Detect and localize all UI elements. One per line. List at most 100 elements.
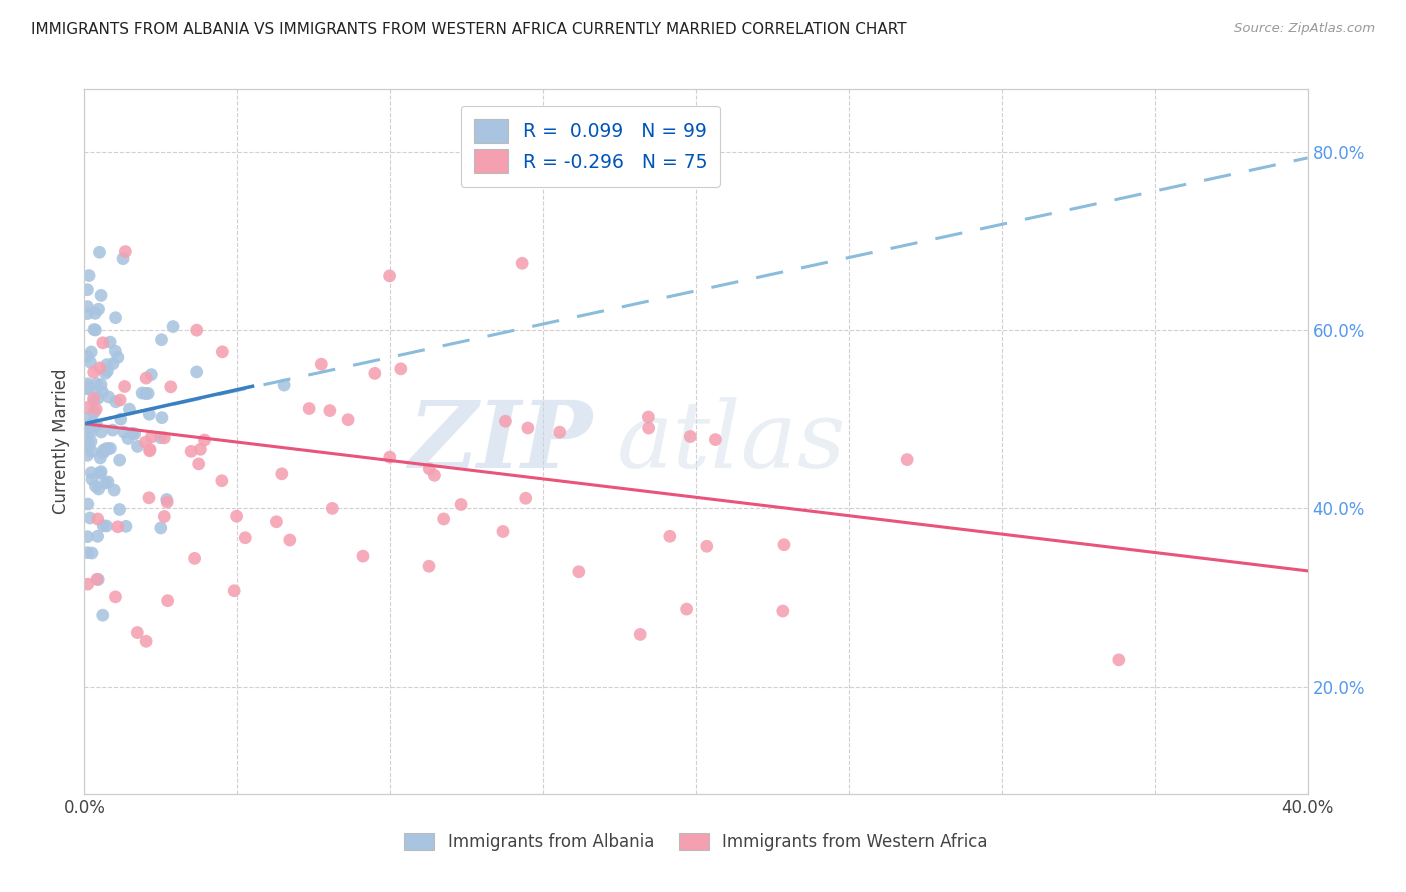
Point <box>80 345 103 359</box>
Point <box>270 467 292 481</box>
Point <box>77 421 100 435</box>
Point <box>135 371 157 385</box>
Point <box>77 379 100 393</box>
Point <box>180 444 202 458</box>
Point <box>510 256 533 270</box>
Point <box>89 360 111 375</box>
Point <box>679 429 702 443</box>
Point <box>80 425 103 439</box>
Point <box>225 509 247 524</box>
Point <box>224 583 246 598</box>
Point <box>352 549 374 563</box>
Point <box>117 432 139 446</box>
Point <box>150 333 173 347</box>
Point <box>186 323 208 337</box>
Point <box>516 421 538 435</box>
Point <box>378 450 401 464</box>
Point <box>93 443 115 458</box>
Point <box>149 521 172 535</box>
Point <box>110 412 132 426</box>
Point <box>79 511 101 525</box>
Point <box>80 434 103 449</box>
Point <box>114 379 136 393</box>
Point <box>76 425 98 439</box>
Point <box>628 627 651 641</box>
Point <box>97 475 120 489</box>
Point <box>418 559 440 574</box>
Point <box>76 382 98 396</box>
Point <box>104 310 127 325</box>
Point <box>637 409 659 424</box>
Point <box>108 392 131 407</box>
Point <box>337 412 360 426</box>
Point <box>515 491 537 506</box>
Point <box>127 625 149 640</box>
Point <box>139 442 162 457</box>
Point <box>101 423 124 437</box>
Point <box>76 376 98 391</box>
Point <box>108 453 131 467</box>
Point <box>568 565 591 579</box>
Point <box>98 335 121 350</box>
Point <box>696 539 718 553</box>
Point <box>80 444 103 458</box>
Point <box>156 593 179 607</box>
Point <box>233 531 256 545</box>
Point <box>704 433 727 447</box>
Point <box>108 502 131 516</box>
Point <box>91 335 114 350</box>
Point <box>76 401 98 415</box>
Point <box>86 529 108 543</box>
Point <box>127 439 149 453</box>
Point <box>118 402 141 417</box>
Point <box>76 530 98 544</box>
Point <box>138 407 160 421</box>
Point <box>183 551 205 566</box>
Point <box>121 426 143 441</box>
Point <box>389 361 412 376</box>
Point <box>96 358 118 372</box>
Text: Source: ZipAtlas.com: Source: ZipAtlas.com <box>1234 22 1375 36</box>
Point <box>97 390 120 404</box>
Point <box>193 433 215 447</box>
Point <box>278 533 301 547</box>
Point <box>80 472 103 486</box>
Point <box>84 402 107 417</box>
Point <box>77 268 100 283</box>
Point <box>84 418 107 433</box>
Point <box>423 468 446 483</box>
Point <box>86 417 108 432</box>
Point <box>135 634 157 648</box>
Point <box>136 386 159 401</box>
Text: ZIP: ZIP <box>408 397 592 486</box>
Point <box>104 590 127 604</box>
Point <box>84 384 107 399</box>
Point <box>112 252 135 266</box>
Point <box>637 421 659 435</box>
Point <box>83 392 105 406</box>
Point <box>76 448 98 462</box>
Point <box>211 474 233 488</box>
Point <box>101 357 124 371</box>
Point <box>96 519 118 533</box>
Point <box>103 483 125 497</box>
Point <box>83 322 105 336</box>
Point <box>83 405 105 419</box>
Point <box>378 268 401 283</box>
Point <box>91 608 114 623</box>
Point <box>162 319 184 334</box>
Point <box>79 355 101 369</box>
Point <box>77 438 100 452</box>
Point <box>773 538 796 552</box>
Point <box>91 385 114 400</box>
Point <box>89 245 111 260</box>
Y-axis label: Currently Married: Currently Married <box>52 368 70 515</box>
Point <box>149 431 172 445</box>
Point <box>135 386 157 401</box>
Point <box>107 351 129 365</box>
Point <box>90 465 112 479</box>
Point <box>96 364 118 378</box>
Point <box>772 604 794 618</box>
Point <box>321 501 343 516</box>
Point <box>433 512 456 526</box>
